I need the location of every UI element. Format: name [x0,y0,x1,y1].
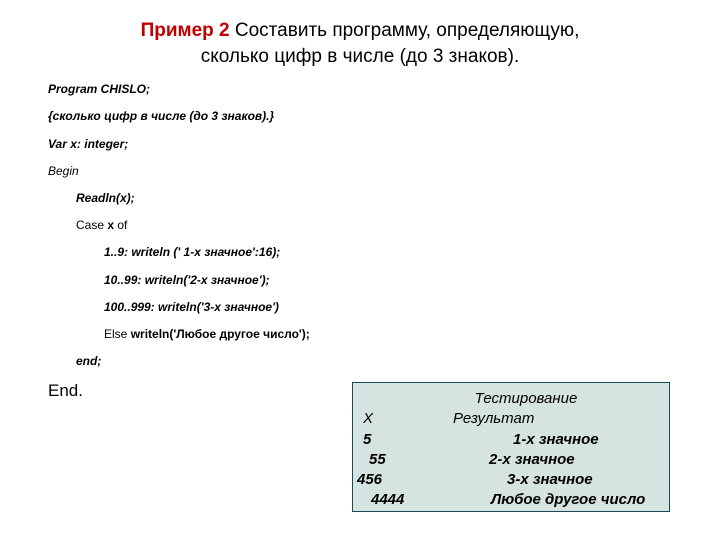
test-row: 4444 Любое другое число [363,490,659,510]
title-highlight: Пример 2 [141,20,230,41]
test-x: 4444 [363,490,461,510]
code-block: Program CHISLO; {сколько цифр в числе (д… [48,83,672,401]
code-line: Readln(x); [48,192,672,205]
test-res: 1-х значное [453,430,599,450]
code-line: end; [48,355,672,368]
title-line2: сколько цифр в числе (до 3 знаков). [201,46,520,67]
code-line: 100..999: writeln('3-х значное') [48,301,672,314]
test-res: 3-х значное [447,470,593,490]
title-rest1: Составить программу, определяющую, [230,20,580,41]
code-line: 1..9: writeln (' 1-х значное':16); [48,246,672,259]
code-line: 10..99: writeln('2-х значное'); [48,274,672,287]
test-x: 5 [363,430,453,450]
code-line: Case x of [48,219,672,232]
slide: Пример 2 Составить программу, определяющ… [0,0,720,540]
test-res: Любое другое число [461,490,645,510]
code-line: Begin [48,165,672,178]
test-header-res: Результат [453,409,534,429]
test-x: 55 [363,450,459,470]
code-line: Var x: integer; [48,138,672,151]
test-box: Тестирование X Результат 5 1-х значное 5… [352,382,670,512]
code-line: {сколько цифр в числе (до 3 знаков).} [48,110,672,123]
slide-title: Пример 2 Составить программу, определяющ… [48,18,672,69]
test-row: 456 3-х значное [345,470,659,490]
code-text: of [114,218,127,232]
test-header: X Результат [363,409,659,429]
code-line: Program CHISLO; [48,83,672,96]
code-text: Case [76,218,107,232]
code-line: Else writeln('Любое другое число'); [48,328,672,341]
test-header-x: X [363,409,453,429]
test-row: 55 2-х значное [363,450,659,470]
test-row: 5 1-х значное [363,430,659,450]
test-res: 2-х значное [459,450,575,470]
test-title: Тестирование [363,389,659,409]
test-x: 456 [345,470,447,490]
